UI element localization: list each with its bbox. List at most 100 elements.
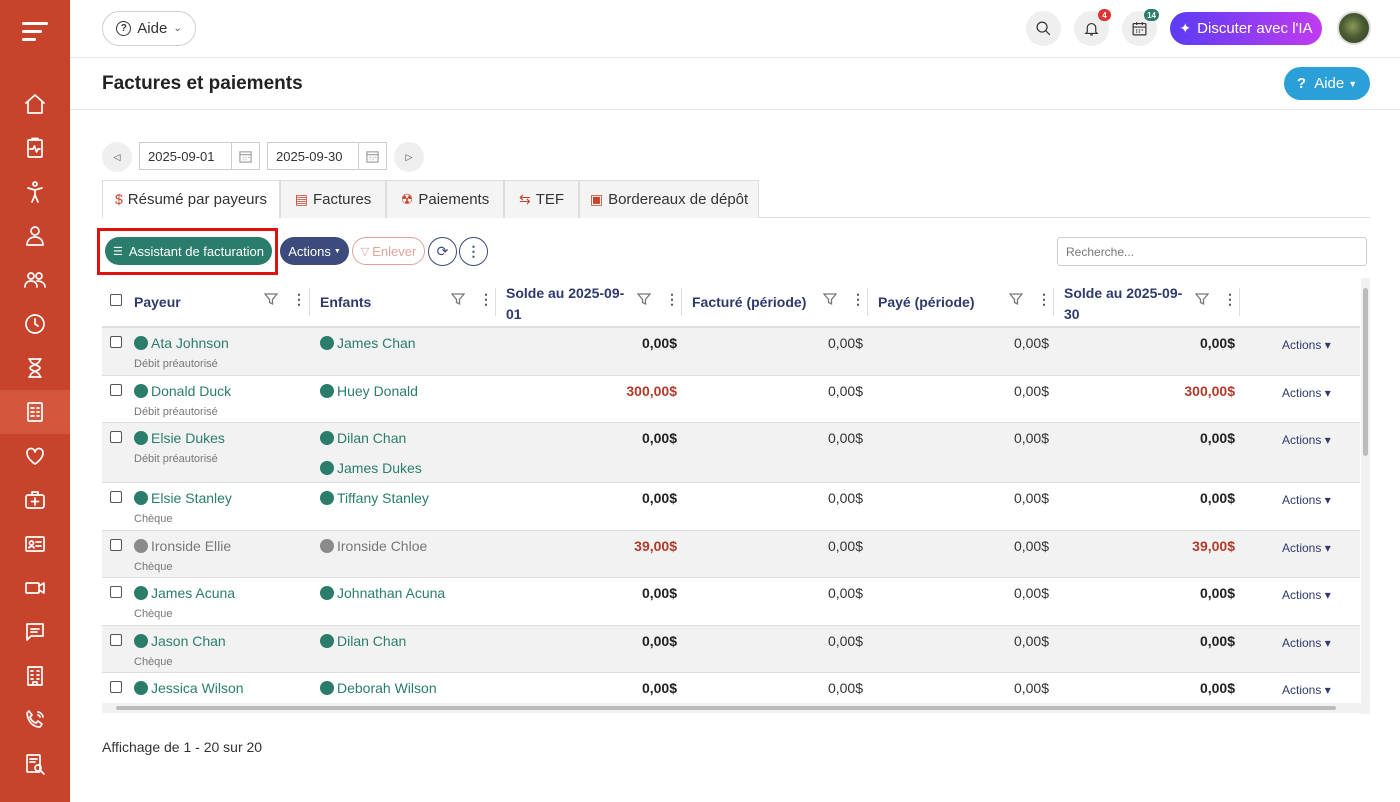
start-date-field[interactable]: 2025-09-01 [139, 142, 260, 170]
caret-right-icon: ▷ [405, 151, 413, 162]
row-actions-button[interactable]: Actions ▾ [1282, 683, 1331, 697]
notifications-badge: 4 [1098, 9, 1111, 21]
column-header-billed[interactable]: Facturé (période) ⋮ [682, 278, 868, 328]
hourglass-icon[interactable] [0, 346, 70, 390]
caret-down-icon: ▼ [1348, 78, 1358, 89]
child-link[interactable]: Dilan Chan [320, 430, 406, 446]
phone-icon[interactable] [0, 698, 70, 742]
row-actions-button[interactable]: Actions ▾ [1282, 433, 1331, 447]
filter-icon[interactable] [1008, 292, 1024, 306]
billing-icon[interactable] [0, 390, 70, 434]
report-search-icon[interactable] [0, 742, 70, 786]
payer-link[interactable]: Jessica Wilson [134, 680, 244, 696]
payer-link[interactable]: Ironside Ellie [134, 538, 231, 554]
payer-link[interactable]: Elsie Stanley [134, 490, 232, 506]
message-icon[interactable] [0, 610, 70, 654]
child-link[interactable]: Ironside Chloe [320, 538, 427, 554]
column-menu-icon[interactable]: ⋮ [292, 291, 306, 307]
row-checkbox[interactable] [110, 491, 122, 503]
row-checkbox[interactable] [110, 681, 122, 693]
refresh-icon: ⟳ [436, 243, 449, 259]
end-date-field[interactable]: 2025-09-30 [267, 142, 387, 170]
payer-link[interactable]: James Acuna [134, 585, 235, 601]
building-icon[interactable] [0, 654, 70, 698]
avatar[interactable] [1337, 11, 1371, 45]
column-menu-icon[interactable]: ⋮ [479, 291, 493, 307]
medical-kit-icon[interactable] [0, 478, 70, 522]
heart-icon[interactable] [0, 434, 70, 478]
help-button[interactable]: ? Aide ▼ [1284, 67, 1370, 100]
column-header-payer[interactable]: Payeur ⋮ [124, 278, 310, 328]
row-checkbox[interactable] [110, 586, 122, 598]
tab-deposit-slips[interactable]: ▣ Bordereaux de dépôt [579, 180, 759, 218]
column-menu-icon[interactable]: ⋮ [665, 291, 679, 307]
refresh-button[interactable]: ⟳ [428, 237, 457, 266]
calendar-icon[interactable] [358, 143, 386, 169]
tab-invoices[interactable]: ▤ Factures [280, 180, 386, 218]
select-all-checkbox[interactable] [110, 294, 122, 306]
horizontal-scrollbar[interactable] [102, 703, 1361, 713]
child-link[interactable]: James Dukes [320, 460, 422, 476]
search-input[interactable] [1057, 237, 1367, 266]
help-dropdown[interactable]: ? Aide ⌄ [102, 11, 196, 46]
filter-icon[interactable] [636, 292, 652, 306]
row-actions-button[interactable]: Actions ▾ [1282, 588, 1331, 602]
row-checkbox[interactable] [110, 336, 122, 348]
child-icon[interactable] [0, 170, 70, 214]
child-link[interactable]: Huey Donald [320, 383, 418, 399]
row-actions-button[interactable]: Actions ▾ [1282, 493, 1331, 507]
column-menu-icon[interactable]: ⋮ [1037, 291, 1051, 307]
column-header-children[interactable]: Enfants ⋮ [310, 278, 496, 328]
filter-icon[interactable] [450, 292, 466, 306]
filter-icon[interactable] [263, 292, 279, 306]
row-checkbox[interactable] [110, 538, 122, 551]
more-options-button[interactable]: ⋮ [459, 237, 488, 266]
column-menu-icon[interactable]: ⋮ [1223, 291, 1237, 307]
row-actions-button[interactable]: Actions ▾ [1282, 541, 1331, 555]
child-link[interactable]: James Chan [320, 335, 416, 351]
filter-icon[interactable] [822, 292, 838, 306]
column-menu-icon[interactable]: ⋮ [851, 291, 865, 307]
tab-payer-summary[interactable]: $ Résumé par payeurs [102, 180, 280, 219]
row-actions-label: Actions [1282, 635, 1322, 650]
video-camera-icon[interactable] [0, 566, 70, 610]
next-period-button[interactable]: ▷ [394, 142, 424, 172]
calendar-icon[interactable] [231, 143, 259, 169]
child-link[interactable]: Deborah Wilson [320, 680, 437, 696]
column-header-closing-balance[interactable]: Solde au 2025-09-30 ⋮ [1054, 278, 1240, 328]
child-link[interactable]: Dilan Chan [320, 633, 406, 649]
row-actions-button[interactable]: Actions ▾ [1282, 338, 1331, 352]
group-icon[interactable] [0, 258, 70, 302]
payer-link[interactable]: Elsie Dukes [134, 430, 225, 446]
column-header-opening-balance[interactable]: Solde au 2025-09-01 ⋮ [496, 278, 682, 328]
payer-link[interactable]: Donald Duck [134, 383, 231, 399]
id-card-icon[interactable] [0, 522, 70, 566]
payer-link[interactable]: Ata Johnson [134, 335, 229, 351]
staff-icon[interactable] [0, 214, 70, 258]
row-checkbox[interactable] [110, 383, 122, 396]
filter-icon[interactable] [1194, 292, 1210, 306]
payer-link[interactable]: Jason Chan [134, 633, 226, 649]
menu-toggle-icon[interactable] [22, 22, 48, 42]
tab-eft[interactable]: ⇆ TEF [504, 180, 579, 218]
billing-assistant-button[interactable]: ☰ Assistant de facturation [105, 237, 272, 265]
row-checkbox[interactable] [110, 431, 122, 443]
bulk-actions-button[interactable]: Actions ▼ [280, 237, 349, 265]
notifications-button[interactable]: 4 [1074, 9, 1111, 46]
tab-payments[interactable]: ☢ Paiements [386, 180, 504, 218]
row-checkbox[interactable] [110, 633, 122, 646]
column-header-paid[interactable]: Payé (période) ⋮ [868, 278, 1054, 328]
search-button[interactable] [1026, 11, 1061, 46]
row-actions-button[interactable]: Actions ▾ [1282, 636, 1331, 650]
clock-icon[interactable] [0, 302, 70, 346]
home-icon[interactable] [0, 82, 70, 126]
previous-period-button[interactable]: ◁ [102, 142, 132, 172]
ai-chat-button[interactable]: ✦ Discuter avec l'IA [1170, 12, 1322, 45]
clipboard-pulse-icon[interactable] [0, 126, 70, 170]
child-link[interactable]: Tiffany Stanley [320, 490, 429, 506]
calendar-button[interactable]: 14 [1122, 9, 1159, 46]
row-actions-button[interactable]: Actions ▾ [1282, 386, 1331, 400]
remove-filter-button[interactable]: ▽ Enlever [352, 237, 425, 265]
vertical-scrollbar[interactable] [1361, 278, 1370, 714]
child-link[interactable]: Johnathan Acuna [320, 585, 445, 601]
